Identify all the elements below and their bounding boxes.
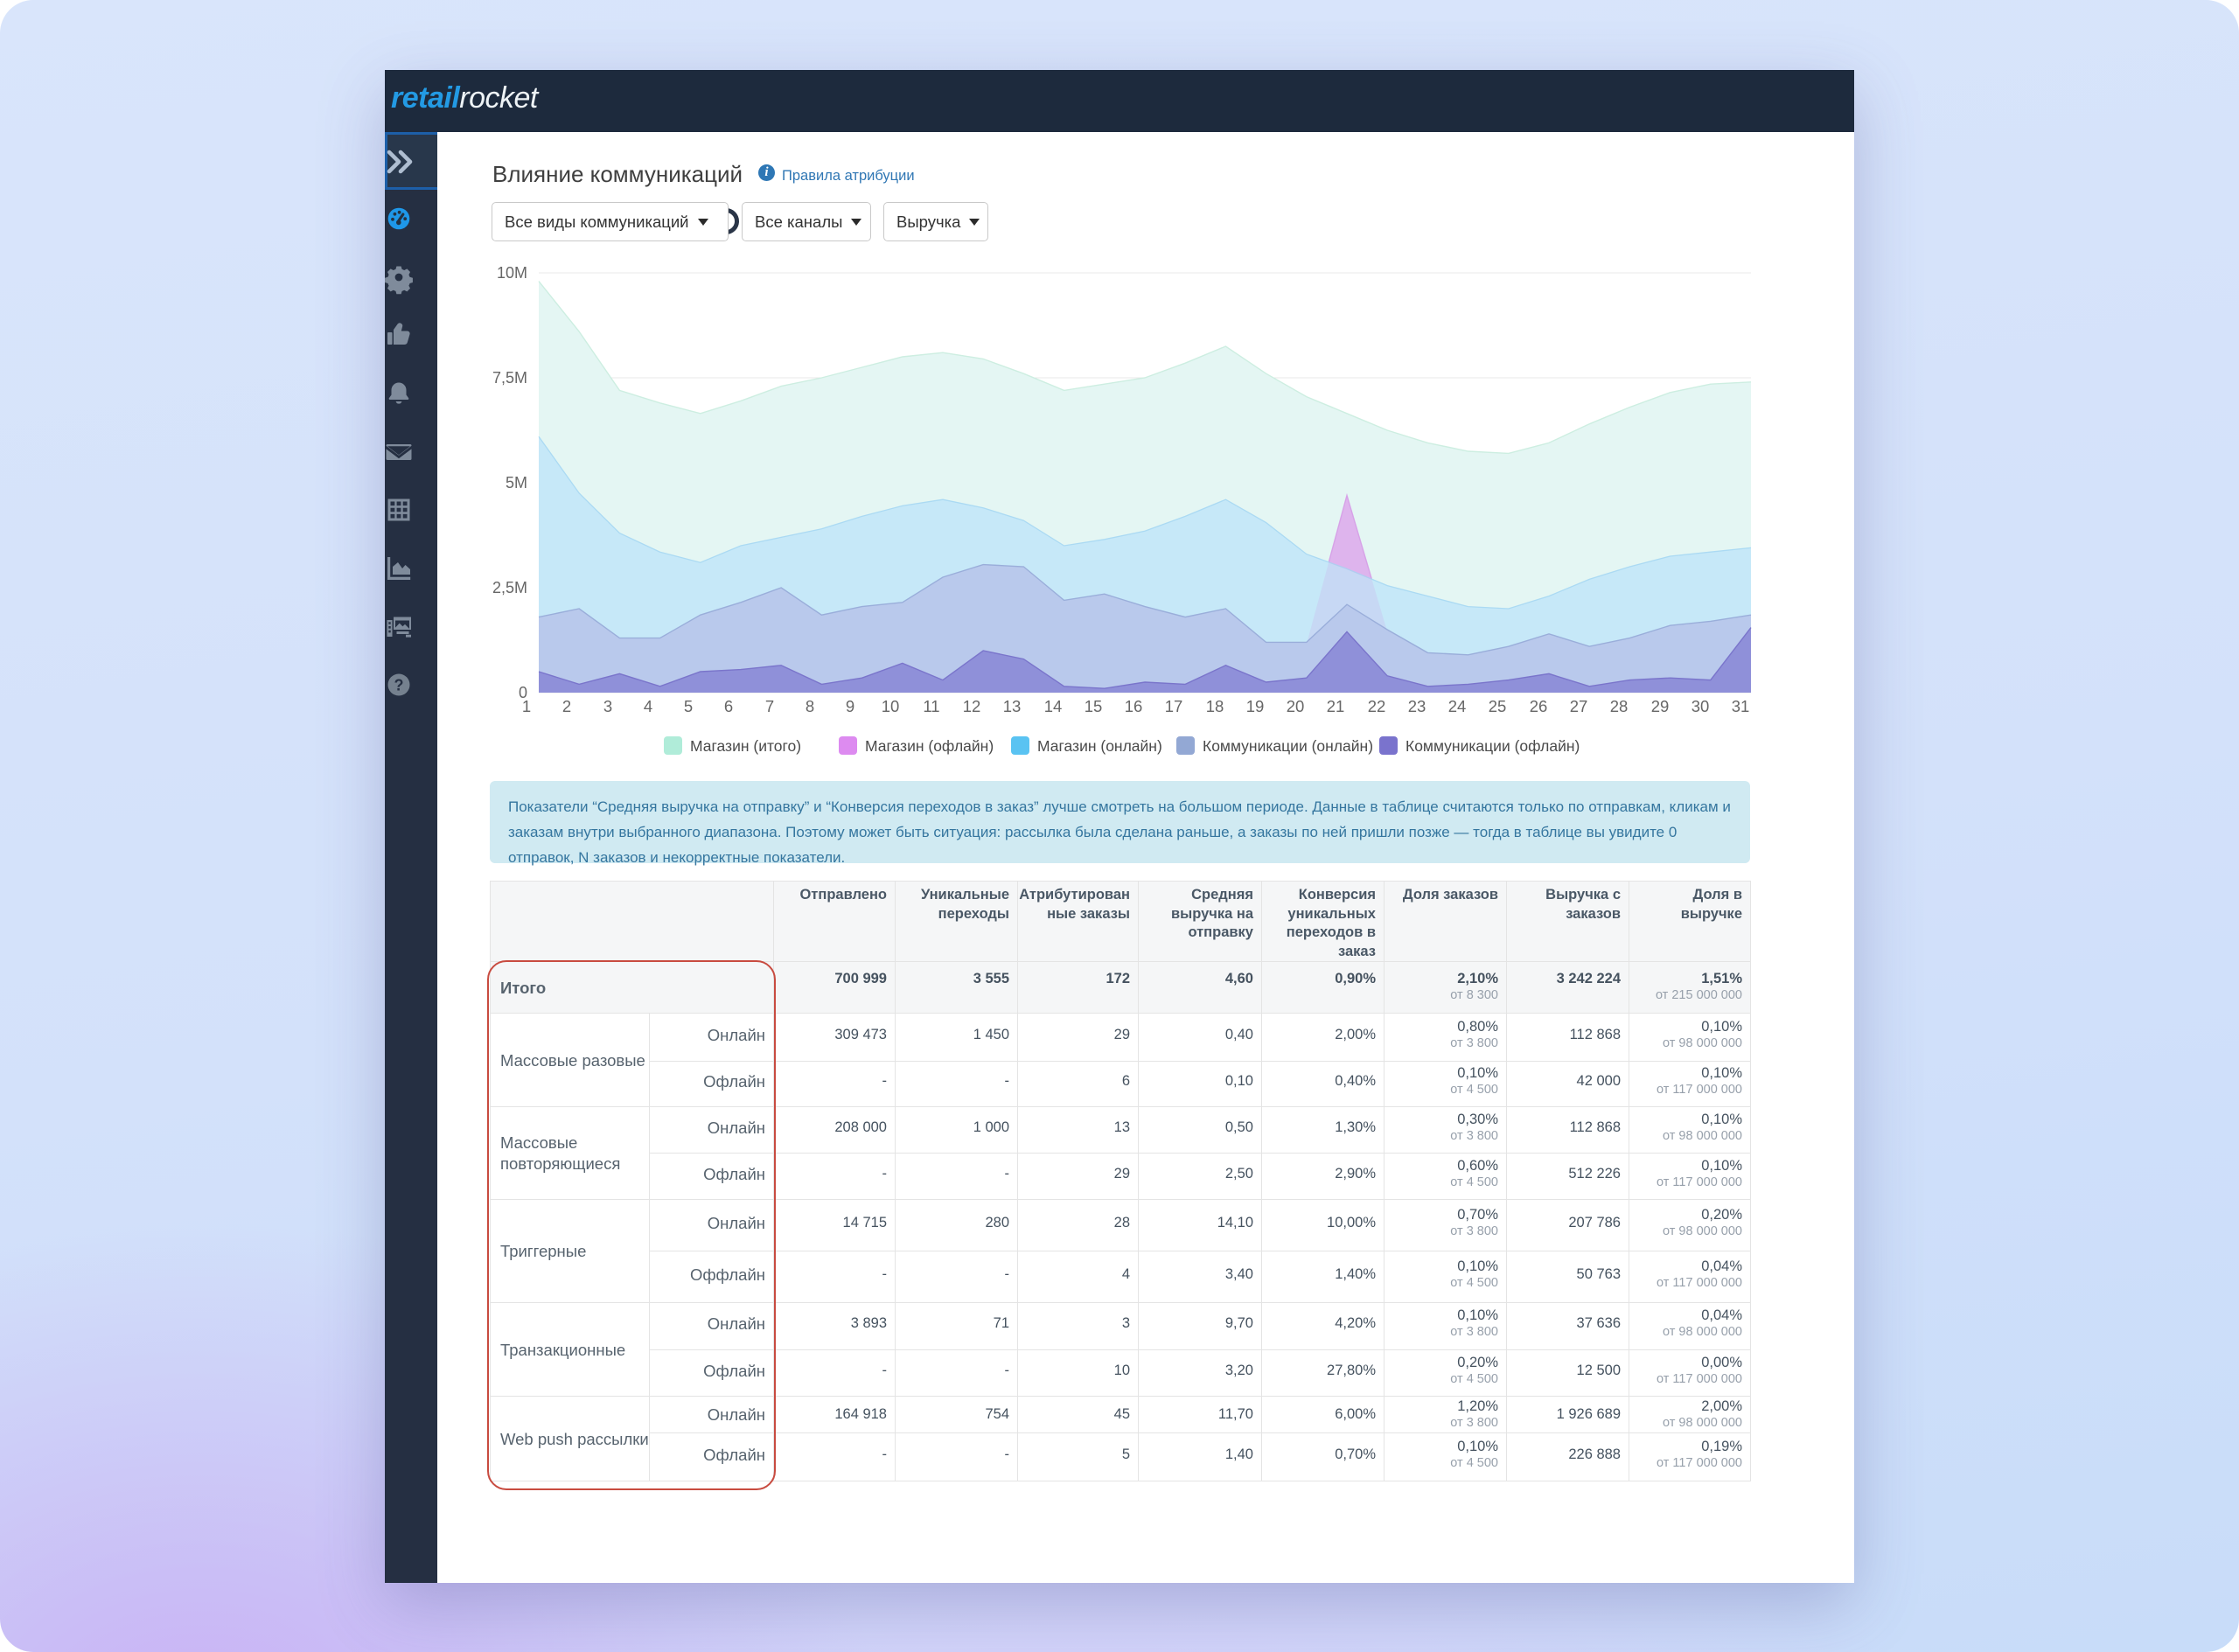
svg-text:4: 4 bbox=[644, 697, 652, 715]
svg-text:24: 24 bbox=[1448, 697, 1467, 715]
svg-text:28: 28 bbox=[1610, 697, 1629, 715]
svg-text:18: 18 bbox=[1206, 697, 1224, 715]
svg-text:7,5M: 7,5M bbox=[492, 369, 527, 387]
svg-text:30: 30 bbox=[1691, 697, 1710, 715]
svg-text:29: 29 bbox=[1651, 697, 1670, 715]
svg-text:12: 12 bbox=[963, 697, 981, 715]
svg-text:27: 27 bbox=[1570, 697, 1588, 715]
svg-text:7: 7 bbox=[765, 697, 774, 715]
svg-text:10: 10 bbox=[882, 697, 900, 715]
svg-text:5: 5 bbox=[684, 697, 693, 715]
svg-text:11: 11 bbox=[923, 697, 939, 715]
svg-text:10M: 10M bbox=[497, 264, 527, 282]
svg-text:6: 6 bbox=[724, 697, 733, 715]
svg-text:15: 15 bbox=[1085, 697, 1103, 715]
svg-text:31: 31 bbox=[1732, 697, 1750, 715]
svg-text:21: 21 bbox=[1327, 697, 1345, 715]
svg-text:2: 2 bbox=[562, 697, 571, 715]
svg-text:3: 3 bbox=[603, 697, 612, 715]
svg-text:2,5M: 2,5M bbox=[492, 579, 527, 596]
svg-text:13: 13 bbox=[1003, 697, 1022, 715]
svg-text:20: 20 bbox=[1287, 697, 1305, 715]
svg-text:9: 9 bbox=[846, 697, 854, 715]
svg-text:16: 16 bbox=[1125, 697, 1143, 715]
svg-text:19: 19 bbox=[1246, 697, 1265, 715]
svg-text:1: 1 bbox=[522, 697, 531, 715]
svg-text:23: 23 bbox=[1408, 697, 1426, 715]
svg-text:26: 26 bbox=[1530, 697, 1548, 715]
svg-text:?: ? bbox=[394, 677, 404, 694]
svg-text:17: 17 bbox=[1165, 697, 1183, 715]
svg-text:22: 22 bbox=[1368, 697, 1386, 715]
svg-text:25: 25 bbox=[1489, 697, 1507, 715]
svg-text:14: 14 bbox=[1044, 697, 1063, 715]
svg-text:5M: 5M bbox=[506, 474, 527, 491]
svg-text:8: 8 bbox=[806, 697, 814, 715]
svg-text:0: 0 bbox=[519, 684, 527, 701]
